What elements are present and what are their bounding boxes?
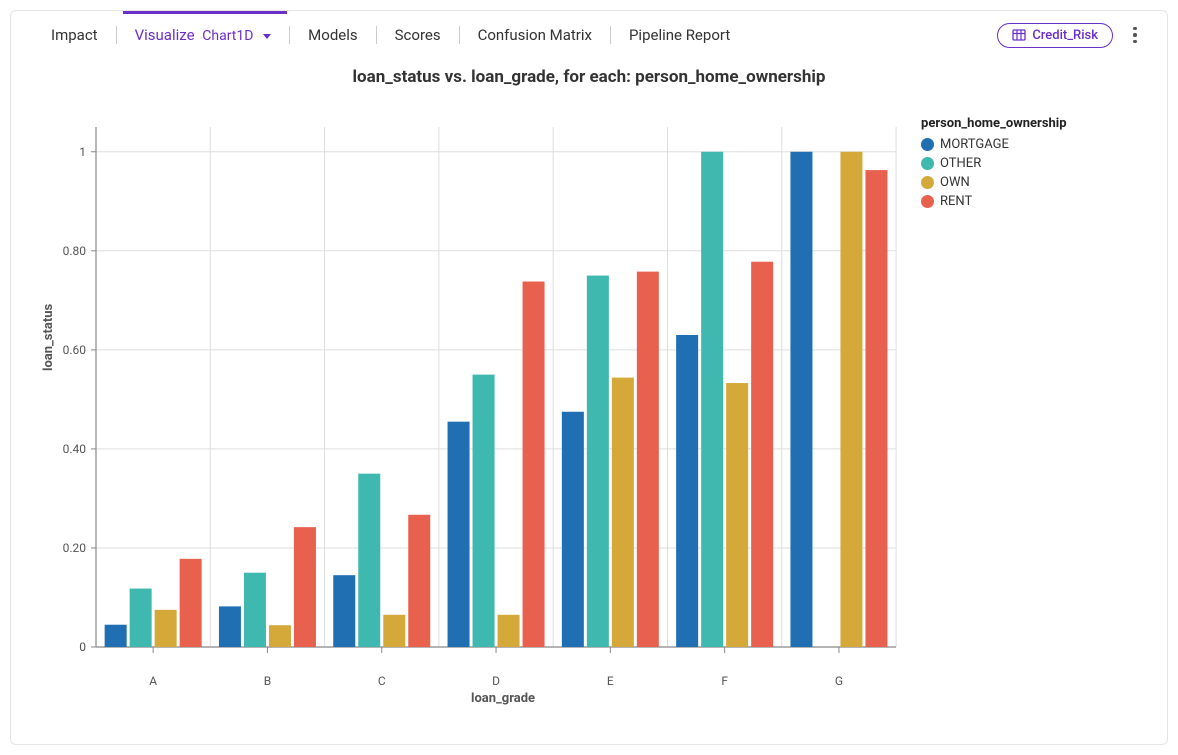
bar[interactable] xyxy=(269,625,291,647)
kebab-dot xyxy=(1133,40,1137,44)
svg-text:A: A xyxy=(149,674,157,688)
legend: person_home_ownership MORTGAGE OTHER OWN RE… xyxy=(921,116,1067,213)
bar[interactable] xyxy=(612,378,634,647)
bar[interactable] xyxy=(383,615,405,647)
tab-confusion-matrix[interactable]: Confusion Matrix xyxy=(468,12,602,58)
legend-swatch xyxy=(921,157,934,170)
bar[interactable] xyxy=(523,282,545,647)
legend-label: RENT xyxy=(940,194,972,209)
bar[interactable] xyxy=(105,625,127,647)
tab-divider xyxy=(289,26,290,44)
bar[interactable] xyxy=(587,276,609,647)
bar[interactable] xyxy=(562,412,584,647)
bar[interactable] xyxy=(244,573,266,647)
tab-models[interactable]: Models xyxy=(298,12,367,58)
legend-item[interactable]: OTHER xyxy=(921,156,1067,171)
bar[interactable] xyxy=(790,152,812,647)
bar[interactable] xyxy=(358,474,380,647)
tab-scores[interactable]: Scores xyxy=(385,12,451,58)
tab-bar: Impact Visualize Chart1D Models Scores C… xyxy=(11,11,1167,59)
bar-chart: 0 0.20 0.40 0.60 0.80 1 A B C D E F G xyxy=(11,107,911,727)
dataset-pill[interactable]: Credit_Risk xyxy=(997,23,1113,48)
bar[interactable] xyxy=(751,262,773,647)
legend-label: OTHER xyxy=(940,156,981,171)
legend-swatch xyxy=(921,138,934,151)
bar[interactable] xyxy=(408,515,430,647)
tab-visualize-suffix: Chart1D xyxy=(202,28,253,44)
bar[interactable] xyxy=(701,152,723,647)
kebab-dot xyxy=(1133,27,1137,31)
bar[interactable] xyxy=(130,589,152,647)
chart-title: loan_status vs. loan_grade, for each: pe… xyxy=(11,67,1167,87)
y-axis-label: loan_status xyxy=(41,304,56,371)
tab-pipeline-report[interactable]: Pipeline Report xyxy=(619,12,740,58)
svg-text:C: C xyxy=(378,674,386,688)
svg-text:G: G xyxy=(835,674,843,688)
legend-title: person_home_ownership xyxy=(921,116,1067,131)
legend-swatch xyxy=(921,176,934,189)
bar[interactable] xyxy=(637,272,659,647)
bar[interactable] xyxy=(333,575,355,647)
table-icon xyxy=(1012,28,1026,42)
svg-text:D: D xyxy=(492,674,500,688)
bar[interactable] xyxy=(473,375,495,647)
dataset-pill-label: Credit_Risk xyxy=(1032,28,1098,43)
x-axis-label: loan_grade xyxy=(471,691,535,706)
tab-divider xyxy=(376,26,377,44)
bar[interactable] xyxy=(726,383,748,647)
svg-text:0.40: 0.40 xyxy=(63,442,87,456)
svg-text:F: F xyxy=(721,674,728,688)
bar[interactable] xyxy=(155,610,177,647)
legend-label: OWN xyxy=(940,175,970,190)
tab-divider xyxy=(610,26,611,44)
kebab-dot xyxy=(1133,33,1137,37)
bar[interactable] xyxy=(840,152,862,647)
svg-text:B: B xyxy=(264,674,271,688)
svg-text:E: E xyxy=(607,674,614,688)
legend-item[interactable]: RENT xyxy=(921,194,1067,209)
legend-item[interactable]: MORTGAGE xyxy=(921,137,1067,152)
bar[interactable] xyxy=(498,615,520,647)
svg-text:0: 0 xyxy=(79,640,86,654)
tab-visualize-label: Visualize xyxy=(135,26,195,44)
tab-divider xyxy=(116,26,117,44)
chevron-down-icon[interactable] xyxy=(263,34,271,39)
legend-label: MORTGAGE xyxy=(940,137,1009,152)
legend-swatch xyxy=(921,195,934,208)
panel: Impact Visualize Chart1D Models Scores C… xyxy=(10,10,1168,745)
tab-impact[interactable]: Impact xyxy=(41,12,108,58)
bar[interactable] xyxy=(448,422,470,647)
tab-divider xyxy=(459,26,460,44)
legend-item[interactable]: OWN xyxy=(921,175,1067,190)
svg-text:1: 1 xyxy=(79,145,86,159)
bar[interactable] xyxy=(865,170,887,647)
bar[interactable] xyxy=(676,335,698,647)
svg-text:0.20: 0.20 xyxy=(63,541,87,555)
svg-text:0.80: 0.80 xyxy=(63,244,87,258)
svg-text:0.60: 0.60 xyxy=(63,343,87,357)
bar[interactable] xyxy=(180,559,202,647)
more-menu-button[interactable] xyxy=(1123,23,1147,47)
bar[interactable] xyxy=(294,527,316,647)
tab-visualize[interactable]: Visualize Chart1D xyxy=(125,12,282,58)
bar[interactable] xyxy=(219,606,241,647)
